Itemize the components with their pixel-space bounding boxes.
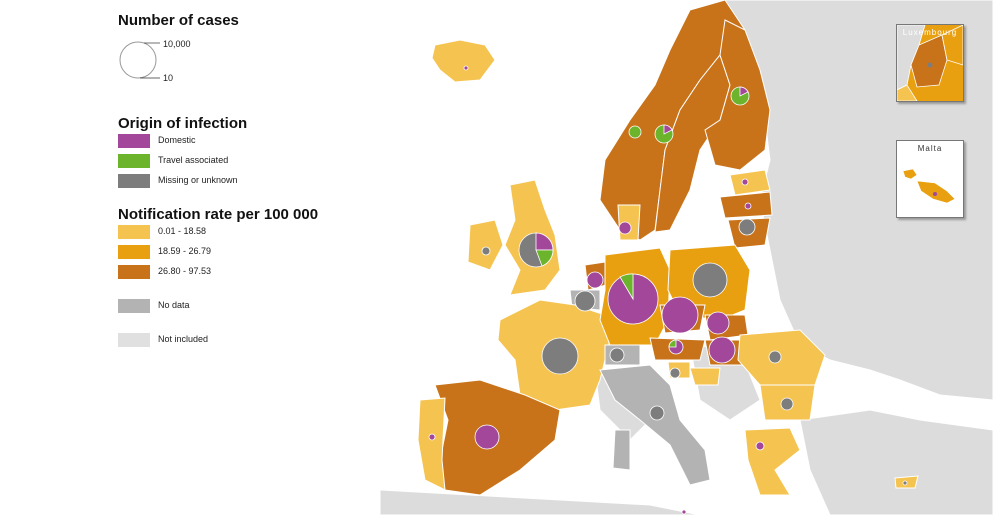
portugal-symbol <box>428 433 436 441</box>
travel-label: Travel associated <box>158 155 229 165</box>
rate-title: Notification rate per 100 000 <box>118 206 319 223</box>
origin-title: Origin of infection <box>118 115 248 132</box>
iceland-region <box>431 39 496 83</box>
slovakia-symbol <box>706 311 730 335</box>
luxembourg-inset-map <box>897 25 963 101</box>
estonia-region <box>729 169 771 196</box>
spain-symbol <box>474 424 500 450</box>
size-min-label: 10 <box>163 73 174 83</box>
rate-mid-label: 18.59 - 26.79 <box>158 246 212 256</box>
slovenia-symbol <box>669 367 681 379</box>
malta-inset: Malta <box>896 140 964 218</box>
switzerland-symbol <box>609 347 625 363</box>
romania-symbol <box>768 350 782 364</box>
not-included-label: Not included <box>158 334 209 344</box>
size-legend-circle <box>119 41 160 79</box>
czechia-symbol <box>661 296 699 334</box>
greece-region <box>744 427 801 496</box>
rate-high-label: 26.80 - 97.53 <box>158 266 212 276</box>
rate-high-swatch <box>118 265 150 279</box>
unknown-swatch <box>118 174 150 188</box>
ireland-region <box>467 219 504 271</box>
netherlands-symbol <box>586 271 604 289</box>
poland-symbol <box>692 262 728 298</box>
latvia-symbol <box>744 202 752 210</box>
denmark-symbol <box>618 221 632 235</box>
rate-mid-swatch <box>118 245 150 259</box>
italy-symbol <box>649 405 665 421</box>
hungary-symbol <box>708 336 736 364</box>
luxembourg-title: Luxembourg <box>902 28 958 37</box>
luxembourg-inset: Luxembourg <box>896 24 964 102</box>
croatia-region <box>689 367 721 386</box>
france-symbol <box>541 337 579 375</box>
domestic-swatch <box>118 134 150 148</box>
bulgaria-symbol <box>780 397 794 411</box>
denmark-region <box>617 204 641 241</box>
domestic-label: Domestic <box>158 135 196 145</box>
not-included-swatch <box>118 333 150 347</box>
unknown-label: Missing or unknown <box>158 175 238 185</box>
no-data-label: No data <box>158 300 190 310</box>
case-symbols <box>428 65 908 515</box>
rate-low-swatch <box>118 225 150 239</box>
malta-symbol-main <box>681 509 687 515</box>
rate-low-label: 0.01 - 18.58 <box>158 226 207 236</box>
cases-title: Number of cases <box>118 12 239 29</box>
malta-title: Malta <box>917 144 943 153</box>
malta-inset-map <box>902 168 956 204</box>
norway-symbol <box>628 125 642 139</box>
no-data-swatch <box>118 299 150 313</box>
cyprus-symbol <box>902 480 908 486</box>
estonia-symbol <box>741 178 749 186</box>
iceland-symbol <box>463 65 469 71</box>
ireland-symbol <box>481 246 491 256</box>
travel-swatch <box>118 154 150 168</box>
belgium-symbol <box>574 290 596 312</box>
lithuania-symbol <box>738 218 756 236</box>
sardinia-region <box>612 429 631 471</box>
size-max-label: 10,000 <box>163 39 191 49</box>
portugal-region <box>417 397 446 491</box>
italy-region <box>599 364 711 486</box>
greece-symbol <box>755 441 765 451</box>
